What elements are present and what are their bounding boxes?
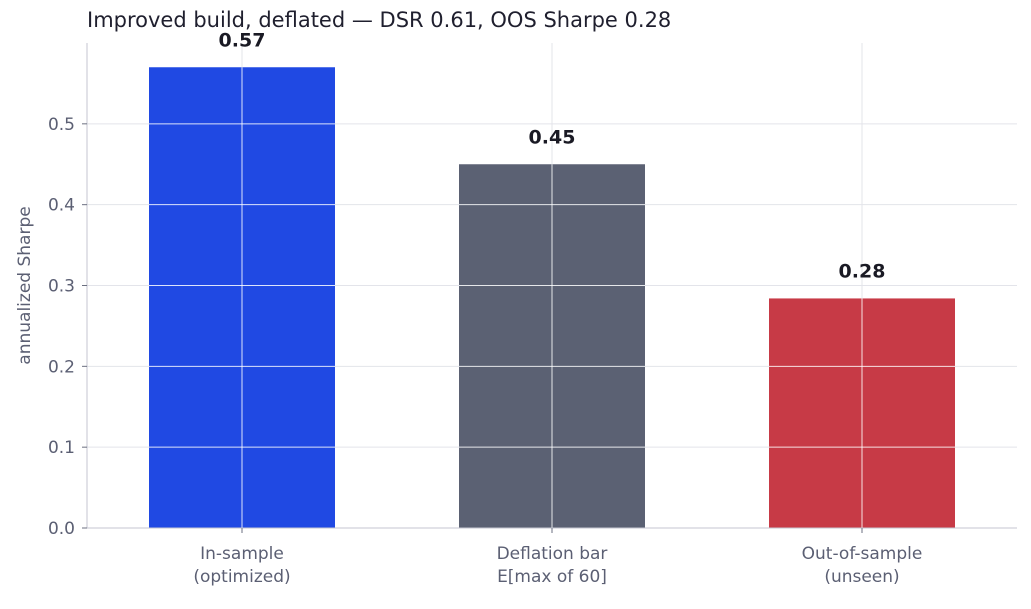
x-tick-label: Out-of-sample <box>802 544 923 564</box>
y-tick-label: 0.1 <box>48 438 75 458</box>
y-tick-label: 0.0 <box>48 519 75 539</box>
labels-layer: 0.0 0.1 0.2 0.3 0.4 0.5 In-sample (optimized) De… <box>15 29 922 587</box>
x-tick-label: (unseen) <box>824 567 899 587</box>
y-tick-label: 0.5 <box>48 115 75 135</box>
data-label: 0.45 <box>529 126 576 148</box>
overlay-grid <box>149 67 955 529</box>
x-tick-label: Deflation bar <box>497 544 608 564</box>
data-label: 0.57 <box>219 29 266 51</box>
y-tick-label: 0.4 <box>48 196 75 216</box>
x-tick-label: In-sample <box>200 544 284 564</box>
y-axis-label: annualized Sharpe <box>15 206 35 364</box>
axes-layer <box>82 43 1017 533</box>
y-tick-label: 0.3 <box>48 277 75 297</box>
x-tick-label: E[max of 60] <box>497 567 607 587</box>
x-tick-label: (optimized) <box>193 567 290 587</box>
data-label: 0.28 <box>839 260 886 282</box>
chart-title: Improved build, deflated — DSR 0.61, OOS… <box>87 8 672 32</box>
y-tick-label: 0.2 <box>48 357 75 377</box>
